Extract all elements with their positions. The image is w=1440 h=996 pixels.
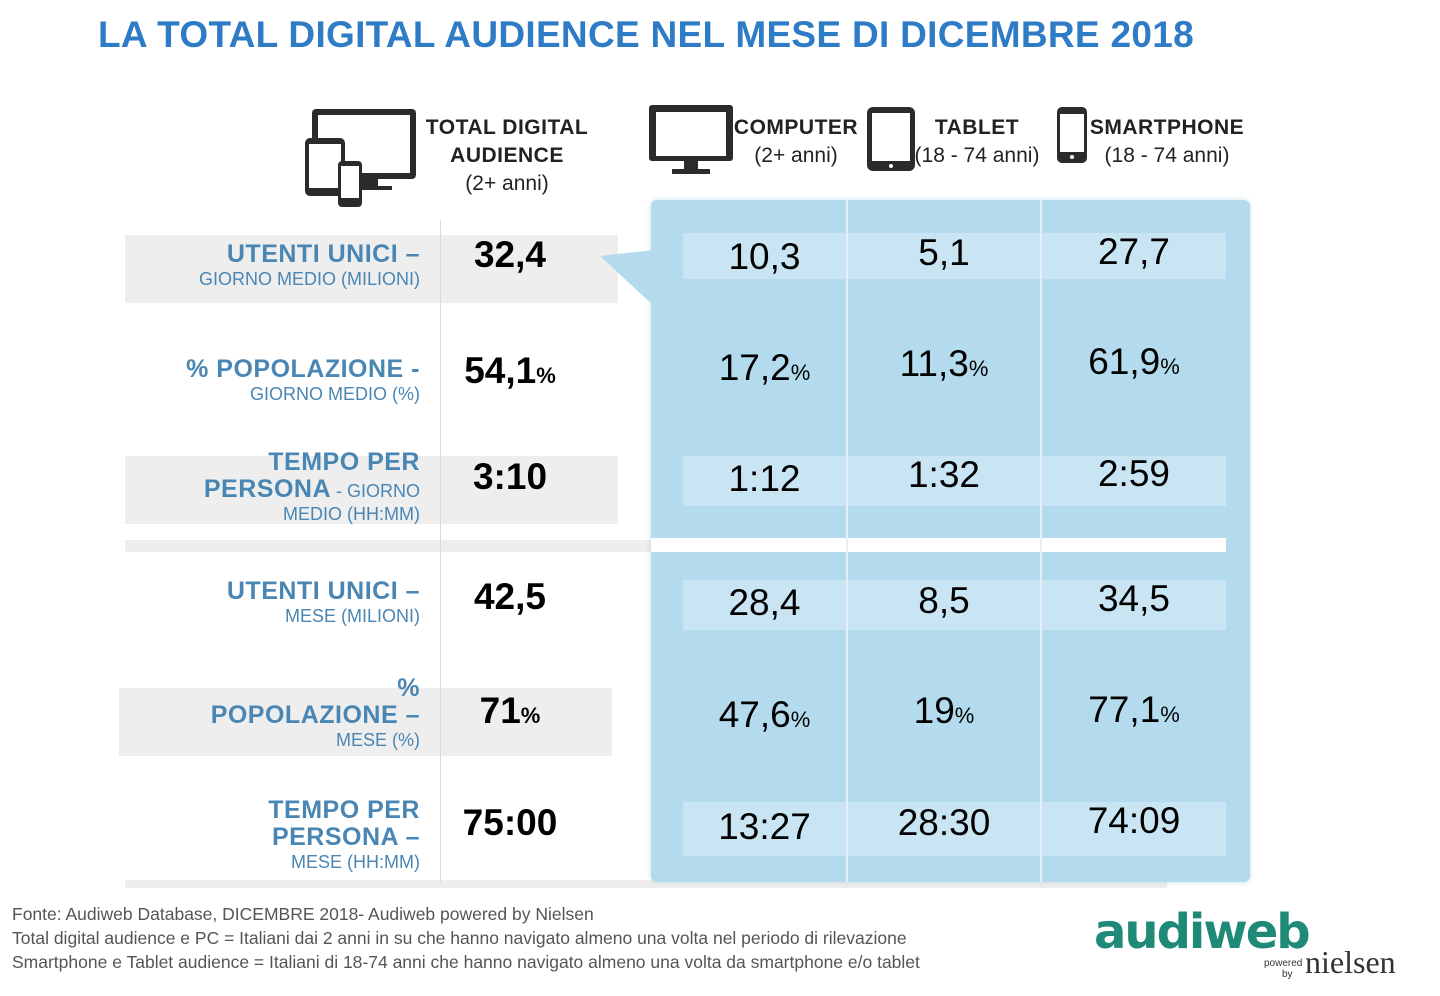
smartphone-value: 77,1% [1088, 689, 1180, 730]
column-separator [1040, 200, 1042, 882]
tablet-value: 5,1 [918, 232, 970, 273]
total-value: 54,1% [464, 350, 556, 391]
row-label-month-time: TEMPO PER PERSONA – MESE (HH:MM) [268, 796, 420, 873]
computer-value: 17,2% [718, 347, 811, 388]
row-strip [683, 233, 1226, 279]
tablet-icon [867, 107, 915, 171]
callout-pointer [600, 250, 654, 306]
total-value: 32,4 [473, 234, 546, 275]
smartphone-value: 74:09 [1087, 800, 1181, 841]
computer-value: 10,3 [728, 236, 801, 277]
footnote-definition: Smartphone e Tablet audience = Italiani … [12, 952, 920, 972]
row-band [119, 688, 612, 756]
tablet-value: 28:30 [897, 802, 991, 843]
row-label-month-pop: % POPOLAZIONE – MESE (%) [210, 674, 420, 751]
total-value: 3:10 [472, 456, 548, 497]
footnote-source: Fonte: Audiweb Database, DICEMBRE 2018- … [12, 904, 594, 924]
panel-gap [651, 538, 1226, 552]
audiweb-logo: audiweb [1094, 904, 1311, 960]
row-strip [683, 802, 1226, 856]
header-tablet: TABLET (18 - 74 anni) [914, 116, 1040, 167]
smartphone-value: 34,5 [1097, 578, 1170, 619]
smartphone-value: 61,9% [1088, 341, 1180, 382]
row-band [125, 235, 618, 303]
row-strip [683, 580, 1226, 630]
total-value: 42,5 [473, 576, 546, 617]
bottom-divider [125, 880, 1167, 888]
row-label-month-users: UTENTI UNICI – MESE (MILIONI) [226, 577, 420, 627]
row-label-daily-time: TEMPO PER PERSONA - GIORNO MEDIO (HH:MM) [203, 448, 420, 525]
smartphone-icon [1057, 107, 1087, 163]
total-value: 75:00 [462, 802, 558, 843]
row-band [125, 456, 618, 524]
column-separator [846, 200, 848, 882]
computer-value: 13:27 [718, 806, 811, 847]
footnotes: Fonte: Audiweb Database, DICEMBRE 2018- … [12, 902, 920, 974]
footnote-definition: Total digital audience e PC = Italiani d… [12, 928, 907, 948]
page-title: LA TOTAL DIGITAL AUDIENCE NEL MESE DI DI… [98, 14, 1194, 55]
total-value: 71% [479, 690, 541, 731]
computer-value: 47,6% [718, 694, 811, 735]
computer-value: 1:12 [728, 458, 801, 499]
tablet-value: 8,5 [918, 580, 970, 621]
row-strip [683, 456, 1226, 506]
tablet-value: 11,3% [899, 343, 989, 384]
nielsen-logo: nielsen [1305, 944, 1396, 980]
row-label-daily-users: UTENTI UNICI – GIORNO MEDIO (MILIONI) [198, 240, 420, 290]
header-computer: COMPUTER (2+ anni) [733, 116, 859, 167]
row-label-daily-pop: % POPOLAZIONE - GIORNO MEDIO (%) [186, 355, 420, 405]
smartphone-value: 2:59 [1097, 453, 1170, 494]
header-smartphone: SMARTPHONE (18 - 74 anni) [1089, 116, 1245, 167]
label-divider [440, 220, 441, 882]
multi-device-icon [305, 109, 416, 207]
tablet-value: 19% [913, 690, 975, 731]
powered-by-text: powered by [1264, 958, 1303, 980]
computer-icon [649, 105, 733, 174]
smartphone-value: 27,7 [1097, 231, 1170, 272]
tablet-value: 1:32 [907, 454, 980, 495]
header-total: TOTAL DIGITAL AUDIENCE (2+ anni) [425, 116, 589, 195]
computer-value: 28,4 [728, 582, 801, 623]
